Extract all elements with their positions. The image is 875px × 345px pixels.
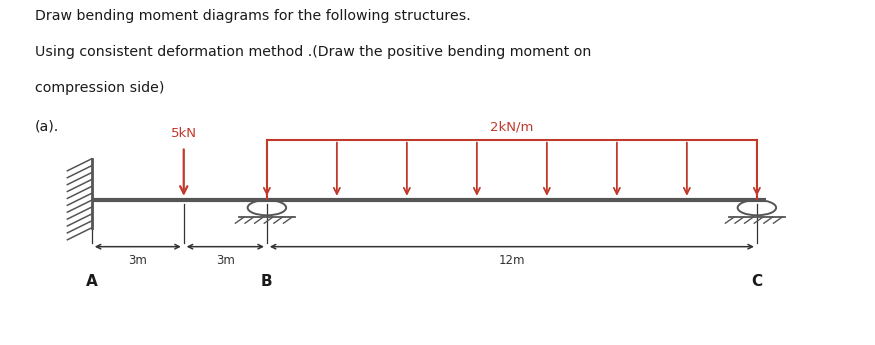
Text: 12m: 12m (499, 254, 525, 267)
Text: 2kN/m: 2kN/m (490, 120, 534, 134)
Text: B: B (261, 274, 273, 289)
Text: 3m: 3m (129, 254, 147, 267)
Text: compression side): compression side) (35, 81, 164, 95)
Text: (a).: (a). (35, 119, 60, 133)
Text: A: A (86, 274, 98, 289)
Text: 5kN: 5kN (171, 127, 197, 140)
Text: Draw bending moment diagrams for the following structures.: Draw bending moment diagrams for the fol… (35, 9, 471, 23)
Text: 3m: 3m (216, 254, 235, 267)
Text: Using consistent deformation method .(Draw the positive bending moment on: Using consistent deformation method .(Dr… (35, 45, 592, 59)
Text: C: C (752, 274, 762, 289)
